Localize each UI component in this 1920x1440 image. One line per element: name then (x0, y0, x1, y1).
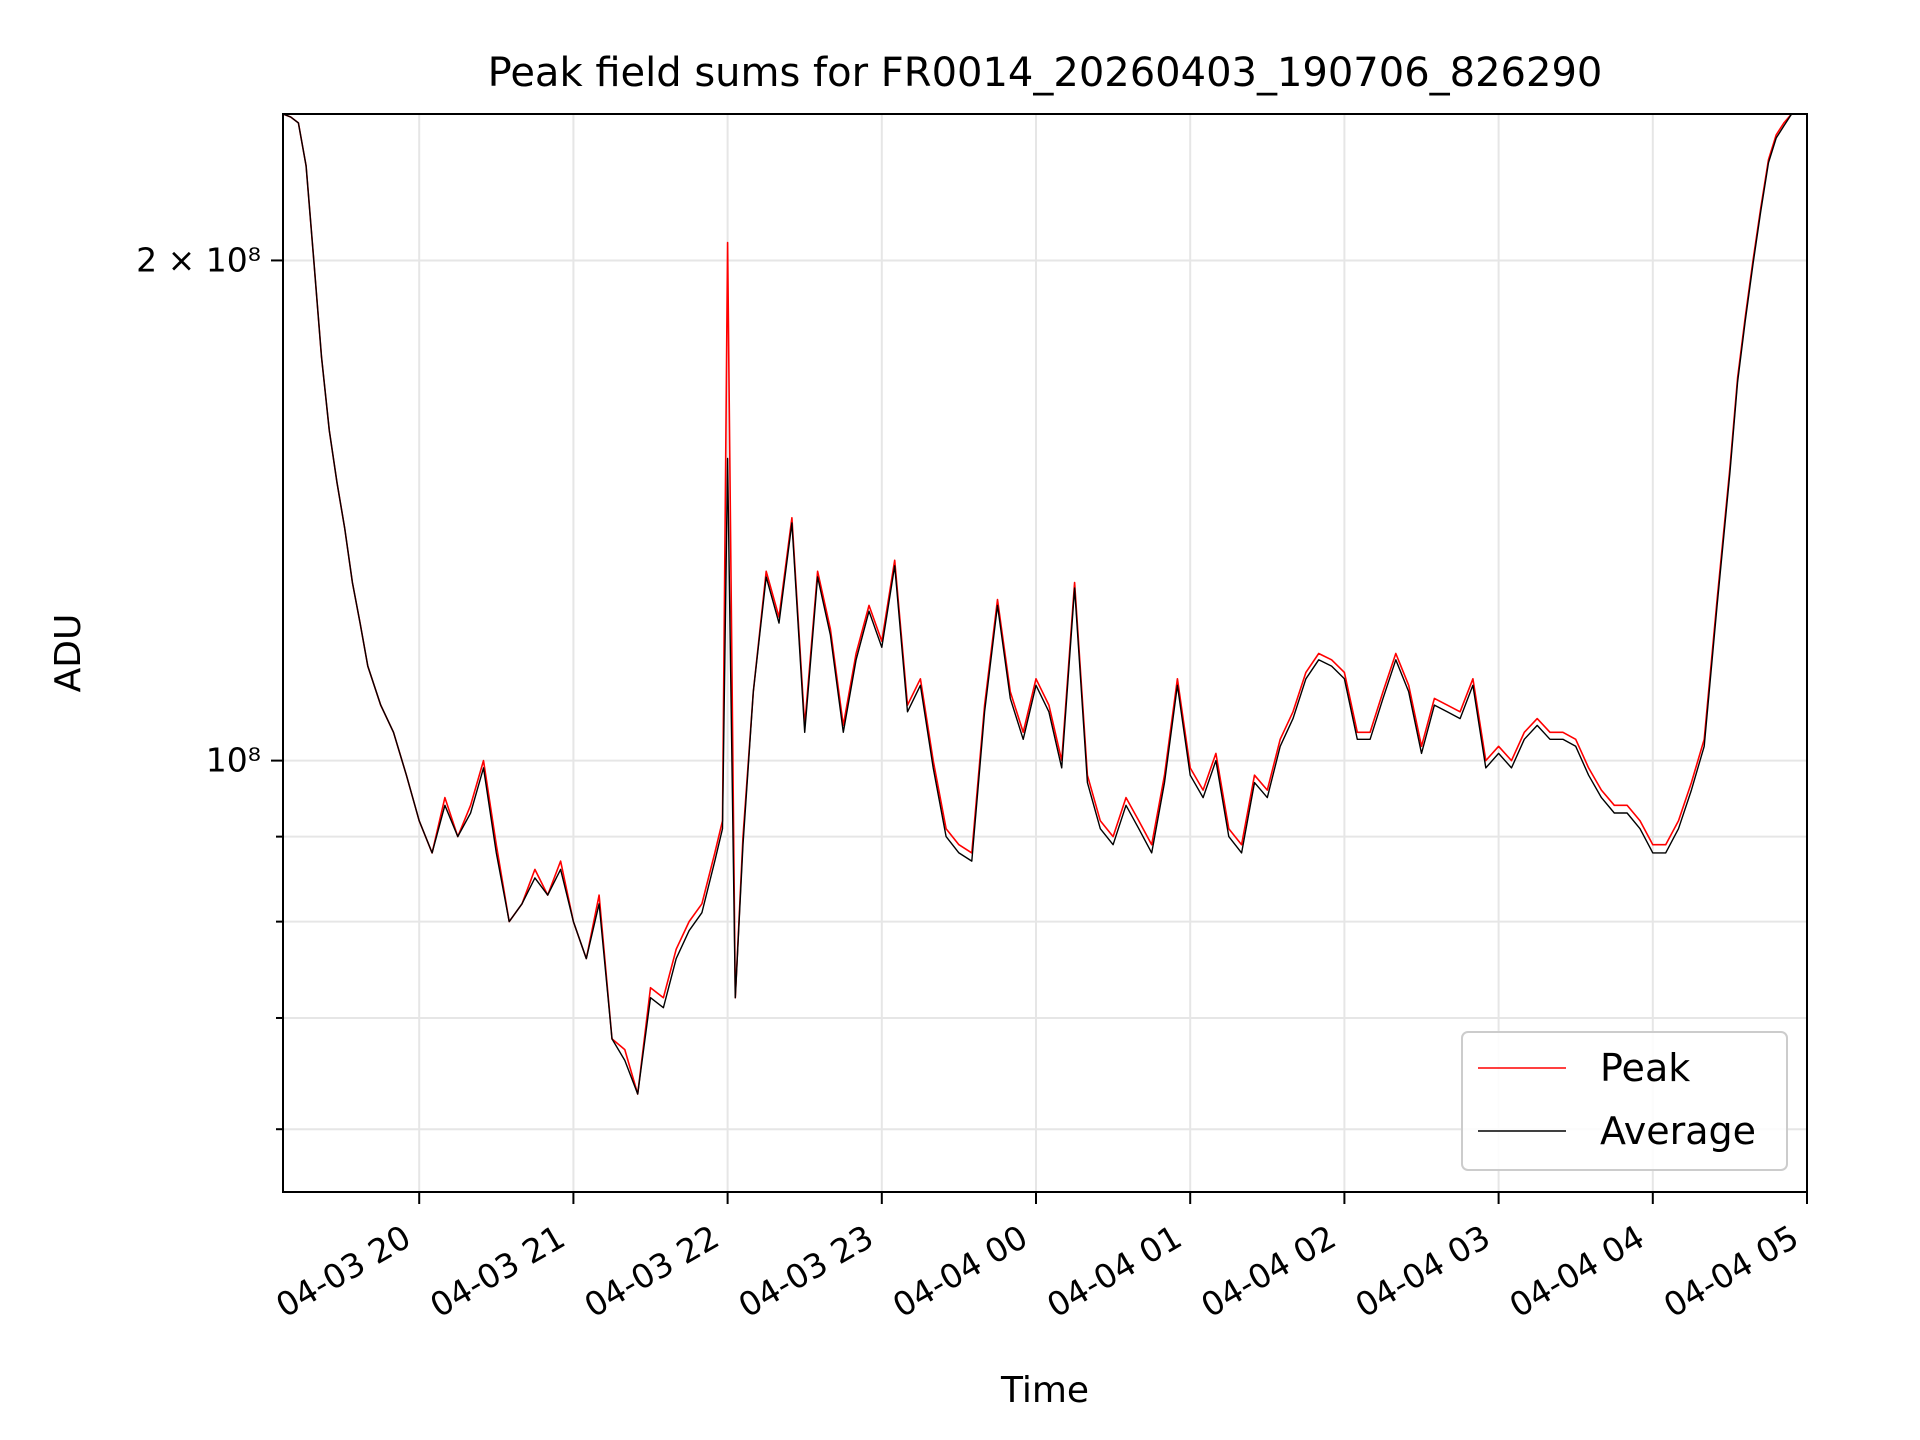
legend: Peak Average (1461, 1031, 1788, 1171)
legend-label-average: Average (1600, 1109, 1756, 1153)
series-line-peak (282, 113, 1793, 1095)
plot-frame (282, 113, 1808, 1193)
x-axis-label: Time (1000, 1370, 1089, 1411)
y-axis-label: ADU (48, 614, 89, 693)
y-axis-ticks: 2 × 10⁸ 10⁸ (136, 240, 283, 1131)
series-line-average (282, 113, 1793, 1095)
y-tick-label: 10⁸ (206, 741, 261, 780)
chart-title: Peak field sums for FR0014_20260403_1907… (488, 50, 1603, 96)
series-layer (282, 113, 1793, 1095)
legend-label-peak: Peak (1600, 1046, 1690, 1090)
legend-box (1461, 1031, 1788, 1171)
y-tick-label: 2 × 10⁸ (136, 240, 261, 279)
